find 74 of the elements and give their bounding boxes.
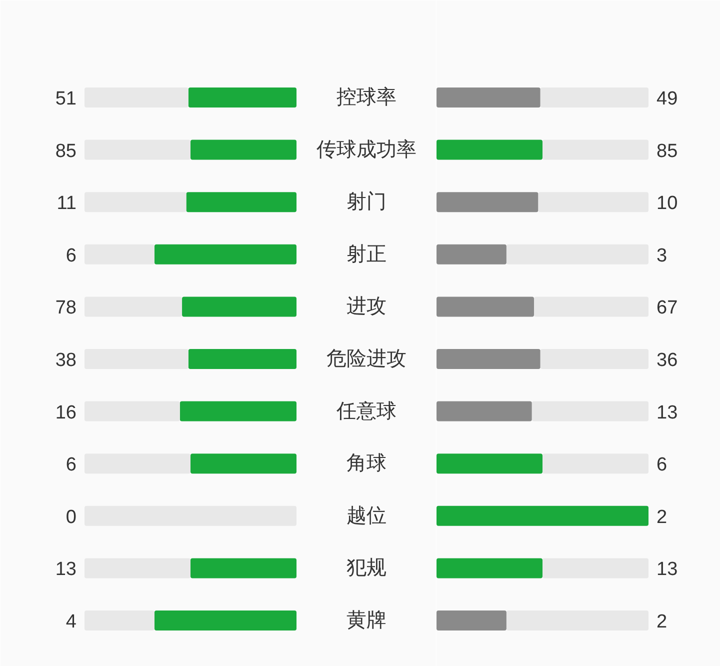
y-tick-label: 进攻: [346, 296, 386, 318]
text: 11: [56, 193, 77, 214]
bar: [436, 610, 506, 630]
text: 13: [656, 402, 678, 424]
bar: [180, 401, 296, 422]
text: 36: [656, 350, 678, 371]
y-tick-label: 任意球: [336, 400, 396, 422]
bar: [190, 558, 296, 578]
y-tick-label: 射门: [346, 191, 386, 214]
text: 13: [656, 559, 678, 580]
bar: [84, 610, 154, 630]
text: 10: [656, 193, 678, 214]
y-tick-label: 传球成功率: [316, 138, 416, 161]
bar: [436, 140, 542, 160]
bar: [84, 192, 186, 212]
bar: [436, 192, 538, 212]
bar: [84, 401, 180, 422]
bar: [538, 192, 648, 212]
bar: [84, 454, 190, 474]
text: 78: [55, 298, 77, 319]
bar: [436, 401, 532, 422]
text: 3: [656, 245, 668, 266]
text: 67: [656, 298, 678, 319]
bar: [188, 88, 296, 108]
bar: [542, 140, 648, 160]
y-tick-label: 越位: [346, 504, 386, 527]
text: 51: [55, 88, 77, 110]
bar: [506, 244, 648, 264]
bar: [84, 88, 188, 108]
bar: [436, 296, 534, 317]
bar: [190, 140, 296, 160]
bar: [188, 349, 296, 369]
text: 0: [66, 506, 77, 528]
bar: [532, 401, 648, 422]
text: 6: [66, 245, 77, 266]
bar: [154, 244, 296, 264]
bar: [84, 140, 190, 160]
y-tick-label: 角球: [346, 452, 386, 475]
text: 6: [66, 454, 77, 476]
text: 16: [55, 402, 77, 424]
text: 85: [656, 140, 678, 162]
text: 49: [656, 88, 678, 110]
text: 6: [656, 454, 668, 476]
text: 4: [66, 612, 77, 632]
bar: [190, 454, 296, 474]
y-tick-label: 黄牌: [346, 610, 386, 632]
bar: [436, 349, 540, 369]
y-tick-label: 犯规: [346, 557, 386, 580]
bar: [540, 88, 648, 108]
bar: [540, 349, 648, 369]
y-tick-label: 射正: [346, 243, 386, 266]
text: 2: [656, 506, 668, 528]
y-tick-label: 危险进攻: [326, 348, 406, 370]
bar: [154, 610, 296, 630]
text: 85: [55, 140, 77, 162]
text: 38: [55, 350, 77, 371]
bar: [436, 506, 648, 526]
bar: [506, 610, 648, 630]
y-tick-label: 控球率: [336, 86, 396, 108]
bar: [436, 244, 506, 264]
bar: [542, 558, 648, 578]
bar: [534, 296, 648, 317]
bar: [84, 558, 190, 578]
text: 2: [656, 612, 668, 632]
bar: [182, 296, 296, 317]
bar: [84, 244, 154, 264]
bar: [436, 454, 542, 474]
bar: [542, 454, 648, 474]
bar: [84, 349, 188, 369]
bar: [84, 296, 182, 317]
text: 13: [55, 559, 77, 580]
bar: [436, 558, 542, 578]
bar: [436, 88, 540, 108]
bar: [186, 192, 296, 212]
